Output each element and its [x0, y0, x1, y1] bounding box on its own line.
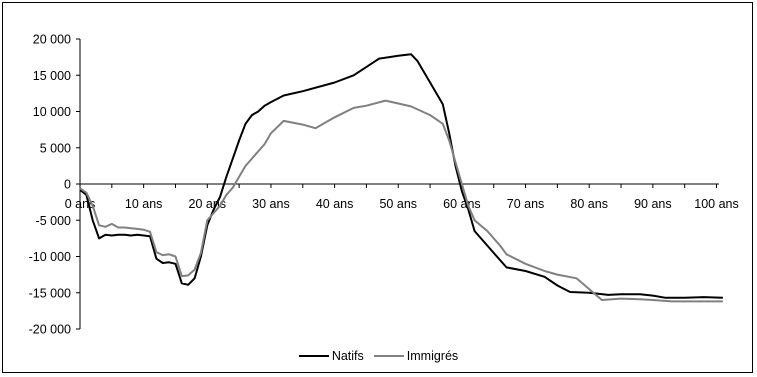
y-tick-label: -15 000 — [29, 286, 71, 300]
chart-frame: -20 000 -15 000 -10 000 -5 000 0 5 000 10 000 1… — [2, 2, 753, 373]
x-tick-label: 80 ans — [570, 197, 608, 211]
x-tick-label: 100 ans — [694, 197, 738, 211]
x-tick-label: 10 ans — [125, 197, 163, 211]
x-tick-label: 50 ans — [379, 197, 417, 211]
y-tick-label: 0 — [64, 178, 71, 192]
legend-label-immigres: Immigrés — [406, 349, 459, 363]
y-tick-label: 20 000 — [33, 33, 71, 47]
x-tick-label: 40 ans — [316, 197, 354, 211]
x-tick-label: 90 ans — [634, 197, 672, 211]
y-tick-label: 5 000 — [40, 141, 71, 155]
series-line-immigres — [79, 99, 723, 303]
x-tick-label: 20 ans — [189, 197, 227, 211]
x-tick-label: 60 ans — [443, 197, 481, 211]
legend: Natifs Immigrés — [3, 349, 754, 363]
y-tick-label: -20 000 — [29, 323, 71, 337]
legend-swatch-immigres — [373, 355, 404, 357]
legend-entry-natifs: Natifs — [298, 349, 364, 363]
y-tick-label: -5 000 — [36, 214, 71, 228]
legend-swatch-natifs — [298, 355, 329, 357]
y-tick-label: -10 000 — [29, 250, 71, 264]
y-tick-label: 15 000 — [33, 69, 71, 83]
x-tick-label: 30 ans — [252, 197, 290, 211]
x-tick-label: 70 ans — [507, 197, 545, 211]
line-chart: -20 000 -15 000 -10 000 -5 000 0 5 000 10 000 1… — [29, 33, 739, 337]
series-line-natifs — [79, 53, 723, 299]
legend-label-natifs: Natifs — [331, 349, 364, 363]
legend-entry-immigres: Immigrés — [373, 349, 459, 363]
y-tick-label: 10 000 — [33, 105, 71, 119]
